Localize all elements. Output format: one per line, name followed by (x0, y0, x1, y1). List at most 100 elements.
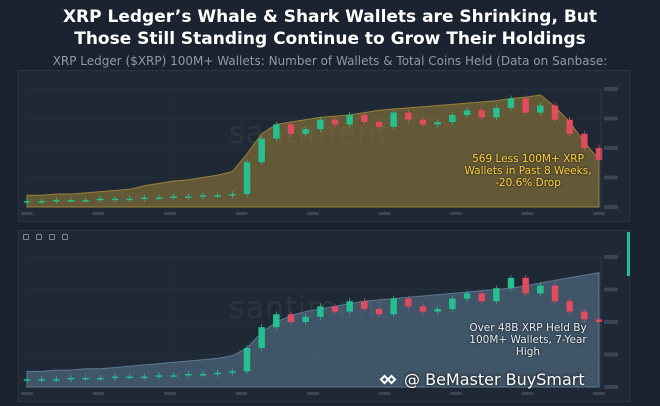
price-candle (23, 379, 31, 381)
price-candle (537, 105, 544, 113)
price-candle (111, 376, 119, 379)
axis-tick-label (604, 146, 618, 150)
price-candle (581, 311, 588, 320)
price-candle (258, 138, 265, 163)
price-candle (199, 195, 207, 197)
bottom-chart-annotation: Over 48B XRP Held By 100M+ Wallets, 7-Ye… (469, 322, 587, 358)
price-candle (346, 301, 353, 312)
price-candle (67, 377, 75, 380)
download-icon[interactable] (62, 234, 68, 240)
top-chart-svg (21, 87, 618, 215)
axis-tick-label (21, 212, 33, 215)
price-candle (97, 377, 104, 380)
price-candle (419, 306, 427, 312)
bottom-chart-panel: santiment (18, 230, 630, 402)
price-candle (243, 162, 251, 195)
price-candle (317, 306, 324, 317)
settings-icon[interactable] (36, 234, 42, 240)
price-candle (405, 112, 412, 120)
price-candle (23, 201, 31, 203)
price-candle (493, 107, 500, 118)
price-candle (595, 148, 603, 160)
price-candle (434, 309, 441, 312)
price-candle (317, 119, 324, 130)
axis-tick-label (604, 87, 618, 91)
scroll-indicator[interactable] (627, 232, 630, 276)
axis-tick-label (164, 212, 176, 215)
axis-tick-label (604, 385, 618, 389)
axis-tick-label (450, 212, 462, 215)
axis-tick-label (378, 212, 391, 215)
expand-icon[interactable] (23, 234, 29, 240)
price-candle (595, 319, 603, 322)
price-candle (185, 196, 192, 198)
price-candle (507, 98, 515, 108)
price-candle (67, 199, 75, 202)
title-line-1: XRP Ledger’s Whale & Shark Wallets are S… (62, 7, 598, 27)
price-candle (361, 114, 368, 123)
axis-tick-label (450, 392, 462, 395)
diamond-logo-icon (379, 371, 398, 389)
axis-tick-label (593, 392, 605, 395)
price-candle (214, 372, 221, 375)
price-candle (375, 309, 383, 315)
price-candle (405, 298, 412, 307)
axis-tick-label (604, 352, 618, 357)
price-candle (287, 314, 295, 322)
price-candle (287, 124, 295, 134)
brand-label: @ BeMaster BuySmart (404, 370, 585, 389)
axis-tick-label (378, 392, 391, 395)
chart-tool-icons[interactable] (23, 234, 68, 240)
price-candle (346, 114, 353, 125)
price-candle (522, 98, 529, 113)
axis-tick-label (92, 392, 105, 395)
price-candle (331, 119, 339, 125)
price-candle (331, 306, 339, 312)
price-candle (302, 316, 309, 322)
price-candle (449, 114, 456, 123)
price-candle (390, 298, 397, 315)
price-candle (155, 375, 163, 377)
price-candle (199, 374, 207, 376)
top-chart-annotation: 569 Less 100M+ XRP Wallets in Past 8 Wee… (464, 153, 592, 189)
price-candle (581, 133, 588, 148)
price-candle (229, 194, 236, 196)
axis-tick-label (235, 392, 248, 395)
title-line-2: Those Still Standing Continue to Grow Th… (74, 29, 586, 49)
price-candle (141, 376, 148, 379)
price-candle (170, 375, 177, 377)
price-candle (478, 293, 485, 302)
price-candle (170, 196, 177, 198)
price-candle (38, 201, 45, 203)
price-candle (463, 110, 471, 115)
price-candle (449, 298, 456, 309)
price-candle (463, 293, 471, 299)
axis-tick-label (604, 320, 618, 324)
price-candle (551, 105, 559, 120)
price-candle (141, 197, 148, 200)
price-candle (53, 379, 60, 381)
axis-tick-label (604, 116, 618, 121)
share-icon[interactable] (49, 234, 55, 240)
price-candle (82, 199, 89, 202)
price-candle (53, 199, 60, 202)
price-candle (551, 285, 559, 302)
price-candle (566, 301, 573, 312)
price-candle (38, 379, 45, 381)
price-candle (97, 198, 104, 201)
axis-tick-label (604, 175, 618, 180)
price-candle (419, 119, 427, 125)
price-candle (566, 119, 573, 134)
axis-tick-label (521, 392, 534, 395)
price-candle (273, 314, 280, 328)
price-candle (229, 371, 236, 373)
price-candle (375, 122, 383, 127)
price-candle (111, 198, 119, 201)
axis-tick-label (521, 212, 534, 215)
axis-tick-label (307, 392, 319, 395)
chart-title: XRP Ledger’s Whale & Shark Wallets are S… (0, 0, 660, 54)
price-candle (126, 376, 133, 379)
price-candle (258, 327, 265, 348)
price-candle (478, 110, 485, 118)
price-candle (507, 277, 515, 289)
